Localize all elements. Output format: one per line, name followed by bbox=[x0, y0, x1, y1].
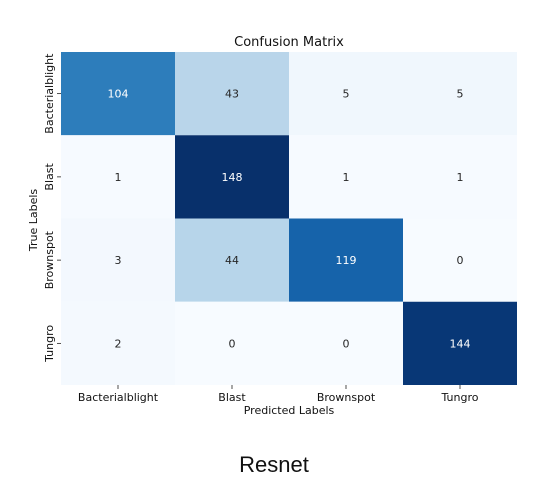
x-tick-label-2: Brownspot bbox=[317, 391, 376, 404]
cell-value-label-3-1: 0 bbox=[229, 337, 236, 350]
model-caption: Resnet bbox=[239, 452, 309, 477]
cell-value-label-2-0: 3 bbox=[115, 254, 122, 267]
cell-value-label-2-3: 0 bbox=[457, 254, 464, 267]
heatmap-cell-2-1 bbox=[175, 218, 289, 302]
cell-value-label-0-1: 43 bbox=[225, 88, 239, 101]
heatmap-cell-0-1 bbox=[175, 52, 289, 136]
cell-value-label-3-3: 144 bbox=[450, 337, 471, 350]
heatmap-cell-1-1 bbox=[175, 135, 289, 219]
cell-value-label-1-0: 1 bbox=[115, 171, 122, 184]
x-tick-labels: Bacterialblight Blast Brownspot Tungro bbox=[78, 385, 479, 404]
x-tick-label-0: Bacterialblight bbox=[78, 391, 159, 404]
heatmap-cell-2-2 bbox=[289, 218, 403, 302]
x-tick-label-3: Tungro bbox=[441, 391, 479, 404]
x-axis-label: Predicted Labels bbox=[244, 404, 335, 417]
cell-value-label-2-2: 119 bbox=[336, 254, 357, 267]
heatmap-cell-1-3 bbox=[403, 135, 517, 219]
y-tick-label-1: Blast bbox=[43, 162, 56, 190]
cell-value-label-3-2: 0 bbox=[343, 337, 350, 350]
heatmap-cell-0-0 bbox=[61, 52, 175, 136]
y-tick-label-0: Bacterialblight bbox=[43, 53, 56, 134]
y-axis-label: True Labels bbox=[27, 189, 40, 253]
x-tick-label-1: Blast bbox=[218, 391, 246, 404]
cell-value-label-1-2: 1 bbox=[343, 171, 350, 184]
cell-value-label-1-1: 148 bbox=[222, 171, 243, 184]
heatmap-cell-1-2 bbox=[289, 135, 403, 219]
heatmap-cell-3-0 bbox=[61, 301, 175, 385]
heatmap-cells: 104 43 5 5 1 148 1 1 3 44 119 0 2 0 0 144 bbox=[61, 52, 517, 385]
cell-value-label-2-1: 44 bbox=[225, 254, 239, 267]
heatmap-cell-0-3 bbox=[403, 52, 517, 136]
cell-value-label-0-0: 104 bbox=[108, 88, 129, 101]
cell-value-label-0-3: 5 bbox=[457, 88, 464, 101]
chart-title: Confusion Matrix bbox=[234, 35, 344, 50]
cell-value-label-0-2: 5 bbox=[343, 88, 350, 101]
cell-value-label-3-0: 2 bbox=[115, 337, 122, 350]
heatmap-cell-1-0 bbox=[61, 135, 175, 219]
heatmap-cell-3-3 bbox=[403, 301, 517, 385]
y-tick-label-2: Brownspot bbox=[43, 230, 56, 289]
y-tick-labels: Bacterialblight Blast Brownspot Tungro bbox=[43, 53, 61, 363]
cell-value-label-1-3: 1 bbox=[457, 171, 464, 184]
heatmap-cell-2-0 bbox=[61, 218, 175, 302]
heatmap-cell-3-1 bbox=[175, 301, 289, 385]
heatmap-cell-2-3 bbox=[403, 218, 517, 302]
y-tick-label-3: Tungro bbox=[43, 325, 56, 363]
heatmap-cell-3-2 bbox=[289, 301, 403, 385]
heatmap-cell-0-2 bbox=[289, 52, 403, 136]
